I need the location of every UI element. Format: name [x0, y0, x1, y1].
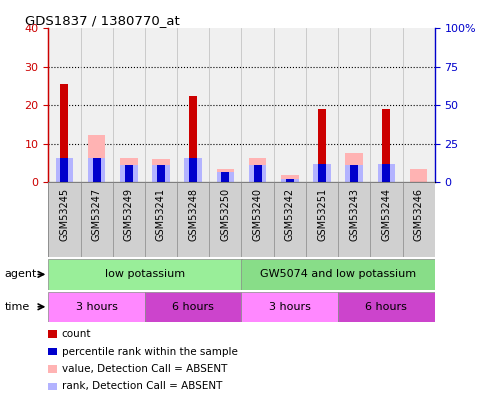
- Bar: [189, 158, 197, 182]
- Text: 6 hours: 6 hours: [172, 302, 214, 312]
- Bar: [60, 158, 69, 182]
- Bar: [93, 158, 100, 182]
- Text: GDS1837 / 1380770_at: GDS1837 / 1380770_at: [25, 14, 180, 27]
- Text: GSM53251: GSM53251: [317, 188, 327, 241]
- Bar: [338, 292, 435, 322]
- Bar: [216, 169, 234, 182]
- Bar: [185, 158, 202, 182]
- Bar: [350, 164, 358, 182]
- Text: 3 hours: 3 hours: [76, 302, 117, 312]
- Bar: [88, 158, 105, 182]
- Bar: [48, 292, 145, 322]
- Bar: [249, 158, 267, 182]
- Bar: [221, 172, 229, 182]
- Bar: [88, 135, 105, 182]
- Text: value, Detection Call = ABSENT: value, Detection Call = ABSENT: [62, 364, 227, 374]
- Bar: [410, 169, 427, 182]
- Text: time: time: [5, 302, 30, 312]
- Bar: [318, 164, 326, 182]
- Text: GSM53243: GSM53243: [349, 188, 359, 241]
- Text: count: count: [62, 329, 91, 339]
- Bar: [145, 292, 242, 322]
- Text: GSM53245: GSM53245: [59, 188, 70, 241]
- Bar: [189, 96, 197, 182]
- Text: GSM53247: GSM53247: [92, 188, 101, 241]
- Bar: [313, 164, 331, 182]
- Text: GSM53241: GSM53241: [156, 188, 166, 241]
- Bar: [345, 153, 363, 182]
- Bar: [378, 164, 395, 182]
- Bar: [318, 109, 326, 182]
- Bar: [281, 175, 298, 182]
- Text: GSM53250: GSM53250: [220, 188, 230, 241]
- Bar: [242, 292, 338, 322]
- Bar: [120, 158, 138, 182]
- Bar: [383, 109, 390, 182]
- Text: GSM53246: GSM53246: [413, 188, 424, 241]
- Bar: [152, 159, 170, 182]
- Text: GSM53248: GSM53248: [188, 188, 198, 241]
- Text: low potassium: low potassium: [105, 269, 185, 279]
- Bar: [48, 259, 242, 290]
- Bar: [242, 259, 435, 290]
- Bar: [383, 164, 390, 182]
- Text: GSM53240: GSM53240: [253, 188, 263, 241]
- Bar: [56, 158, 73, 182]
- Text: GSM53242: GSM53242: [285, 188, 295, 241]
- Text: rank, Detection Call = ABSENT: rank, Detection Call = ABSENT: [62, 382, 222, 391]
- Text: percentile rank within the sample: percentile rank within the sample: [62, 347, 238, 356]
- Bar: [345, 164, 363, 182]
- Bar: [281, 179, 298, 182]
- Bar: [254, 165, 262, 182]
- Bar: [378, 164, 395, 182]
- Text: GW5074 and low potassium: GW5074 and low potassium: [260, 269, 416, 279]
- Bar: [216, 172, 234, 182]
- Bar: [286, 179, 294, 182]
- Text: GSM53249: GSM53249: [124, 188, 134, 241]
- Text: GSM53244: GSM53244: [382, 188, 391, 241]
- Bar: [157, 165, 165, 182]
- Bar: [152, 165, 170, 182]
- Bar: [185, 158, 202, 182]
- Bar: [56, 158, 73, 182]
- Text: agent: agent: [5, 269, 37, 279]
- Bar: [60, 84, 69, 182]
- Bar: [313, 164, 331, 182]
- Bar: [249, 165, 267, 182]
- Text: 3 hours: 3 hours: [269, 302, 311, 312]
- Bar: [120, 165, 138, 182]
- Text: 6 hours: 6 hours: [366, 302, 407, 312]
- Bar: [125, 165, 133, 182]
